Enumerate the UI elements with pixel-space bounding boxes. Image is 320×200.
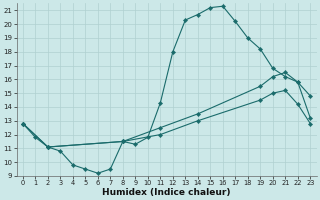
X-axis label: Humidex (Indice chaleur): Humidex (Indice chaleur)	[102, 188, 231, 197]
